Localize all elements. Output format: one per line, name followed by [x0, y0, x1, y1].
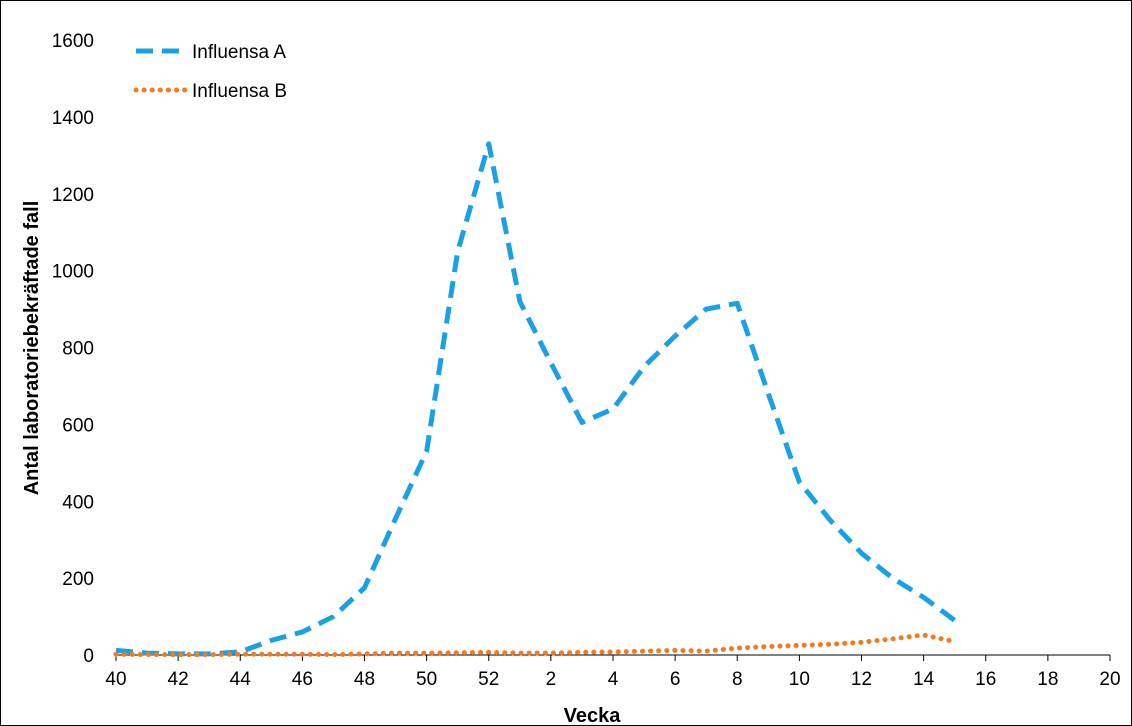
y-tick-label: 1000: [52, 262, 94, 283]
legend-label-influensa-b: Influensa B: [192, 81, 287, 102]
legend-label-influensa-a: Influensa A: [192, 42, 286, 63]
series-layer: [113, 141, 958, 658]
series-line-influensa-a: [115, 141, 957, 657]
x-tick-label: 40: [105, 669, 126, 690]
x-axis-title: Vecka: [564, 705, 622, 726]
x-tick-label: 46: [292, 669, 313, 690]
x-tick-label: 52: [478, 669, 499, 690]
x-tick-label: 48: [354, 669, 375, 690]
x-tick-label: 12: [851, 669, 872, 690]
y-tick-label: 800: [62, 339, 94, 360]
legend: Influensa A Influensa B: [133, 42, 287, 102]
x-tick-label: 50: [416, 669, 437, 690]
x-tick-label: 10: [789, 669, 810, 690]
x-tick-label: 6: [670, 669, 681, 690]
y-tick-label: 1200: [52, 185, 94, 206]
x-axis-ticks: 40 42 44 46 48 50 52 2 4 6 8 10 12 14 16 18 20: [105, 655, 1121, 690]
x-tick-label: 16: [975, 669, 996, 690]
y-tick-label: 400: [62, 492, 94, 513]
y-tick-label: 1600: [52, 31, 94, 52]
x-tick-label: 42: [168, 669, 189, 690]
x-tick-label: 8: [732, 669, 743, 690]
x-tick-label: 20: [1099, 669, 1120, 690]
series-line-influensa-b: [113, 632, 958, 658]
y-tick-label: 1400: [52, 108, 94, 129]
x-tick-label: 44: [230, 669, 252, 690]
x-tick-label: 14: [913, 669, 935, 690]
y-tick-label: 600: [62, 415, 94, 436]
y-axis-title: Antal laboratoriebekräftade fall: [21, 201, 43, 496]
x-tick-label: 4: [608, 669, 619, 690]
x-tick-label: 18: [1037, 669, 1058, 690]
y-axis-ticks: 0 200 400 600 800 1000 1200 1400 1600: [52, 31, 94, 667]
y-tick-label: 0: [83, 646, 94, 667]
x-tick-label: 2: [546, 669, 557, 690]
y-tick-label: 200: [62, 569, 94, 590]
